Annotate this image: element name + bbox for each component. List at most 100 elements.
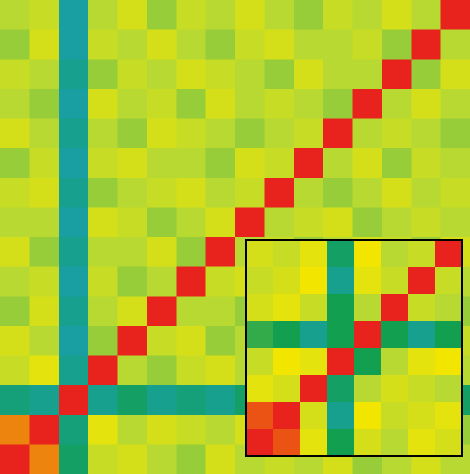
heatmap-cell <box>0 148 30 179</box>
heatmap-cell <box>29 207 60 238</box>
heatmap-cell <box>300 348 328 376</box>
heatmap-cell <box>323 207 353 238</box>
heatmap-cell <box>146 118 177 149</box>
heatmap-cell <box>205 148 236 179</box>
heatmap-cell <box>117 88 148 119</box>
heatmap-cell <box>88 118 118 149</box>
heatmap-cell <box>323 148 353 179</box>
heatmap-cell <box>88 385 118 416</box>
heatmap-cell <box>117 414 148 445</box>
heatmap-cell <box>381 177 412 208</box>
heatmap-cell <box>146 59 177 90</box>
heatmap-cell <box>117 385 148 416</box>
heatmap-cell <box>440 0 470 31</box>
heatmap-cell <box>246 429 274 457</box>
heatmap-cell <box>440 118 470 149</box>
heatmap-cell <box>29 177 60 208</box>
heatmap-cell <box>205 355 236 386</box>
heatmap-cell <box>58 355 89 386</box>
heatmap-cell <box>440 59 470 90</box>
heatmap-cell <box>117 148 148 179</box>
heatmap-cell <box>29 355 60 386</box>
heatmap-cell <box>29 88 60 119</box>
heatmap-cell <box>293 59 324 90</box>
heatmap-cell <box>117 118 148 149</box>
heatmap-cell <box>58 385 89 416</box>
heatmap-cell <box>327 240 355 268</box>
heatmap-cell <box>88 414 118 445</box>
heatmap-cell <box>117 59 148 90</box>
heatmap-cell <box>176 325 207 356</box>
heatmap-cell <box>146 296 177 327</box>
heatmap-cell <box>58 88 89 119</box>
heatmap-cell <box>176 177 207 208</box>
heatmap-cell <box>354 348 382 376</box>
heatmap-cell <box>381 348 409 376</box>
heatmap-cell <box>88 88 118 119</box>
heatmap-cell <box>440 177 470 208</box>
heatmap-cell <box>146 266 177 297</box>
heatmap-cell <box>352 29 383 60</box>
heatmap-cell <box>0 177 30 208</box>
heatmap-cell <box>327 294 355 322</box>
heatmap-cell <box>0 207 30 238</box>
heatmap-cell <box>29 237 60 268</box>
heatmap-cell <box>273 375 301 403</box>
heatmap-cell <box>88 237 118 268</box>
heatmap-cell <box>146 177 177 208</box>
heatmap-cell <box>29 444 60 474</box>
heatmap-cell <box>293 118 324 149</box>
heatmap-cell <box>440 29 470 60</box>
heatmap-cell <box>411 118 442 149</box>
heatmap-cell <box>327 267 355 295</box>
heatmap-cell <box>354 294 382 322</box>
heatmap-cell <box>381 294 409 322</box>
heatmap-cell <box>235 148 265 179</box>
heatmap-cell <box>0 237 30 268</box>
heatmap-cell <box>246 348 274 376</box>
heatmap-cell <box>435 348 463 376</box>
heatmap-cell <box>146 148 177 179</box>
heatmap-cell <box>300 402 328 430</box>
heatmap-cell <box>264 207 295 238</box>
heatmap-cell <box>29 296 60 327</box>
heatmap-cell <box>246 375 274 403</box>
heatmap-cell <box>58 266 89 297</box>
heatmap-cell <box>235 118 265 149</box>
heatmap-cell <box>293 148 324 179</box>
heatmap-cell <box>293 88 324 119</box>
heatmap-cell <box>323 29 353 60</box>
heatmap-cell <box>273 240 301 268</box>
heatmap-cell <box>29 148 60 179</box>
heatmap-cell <box>435 375 463 403</box>
heatmap-cell <box>0 325 30 356</box>
heatmap-cell <box>146 385 177 416</box>
heatmap-cell <box>381 0 412 31</box>
heatmap-cell <box>411 88 442 119</box>
heatmap-cell <box>381 29 412 60</box>
heatmap-cell <box>440 88 470 119</box>
heatmap-cell <box>323 118 353 149</box>
heatmap-cell <box>327 429 355 457</box>
heatmap-cell <box>293 0 324 31</box>
heatmap-cell <box>58 118 89 149</box>
heatmap-cell <box>235 59 265 90</box>
heatmap-cell <box>0 385 30 416</box>
heatmap-cell <box>300 429 328 457</box>
heatmap-cell <box>176 414 207 445</box>
heatmap-cell <box>293 207 324 238</box>
heatmap-cell <box>327 402 355 430</box>
heatmap-cell <box>352 207 383 238</box>
heatmap-cell <box>273 348 301 376</box>
heatmap-cell <box>352 0 383 31</box>
heatmap-cell <box>235 29 265 60</box>
heatmap-cell <box>246 267 274 295</box>
heatmap-cell <box>435 267 463 295</box>
heatmap-cell <box>408 267 436 295</box>
heatmap-cell <box>176 385 207 416</box>
heatmap-cell <box>408 321 436 349</box>
heatmap-cell <box>176 355 207 386</box>
heatmap-cell <box>58 59 89 90</box>
heatmap-cell <box>205 385 236 416</box>
heatmap-cell <box>411 59 442 90</box>
